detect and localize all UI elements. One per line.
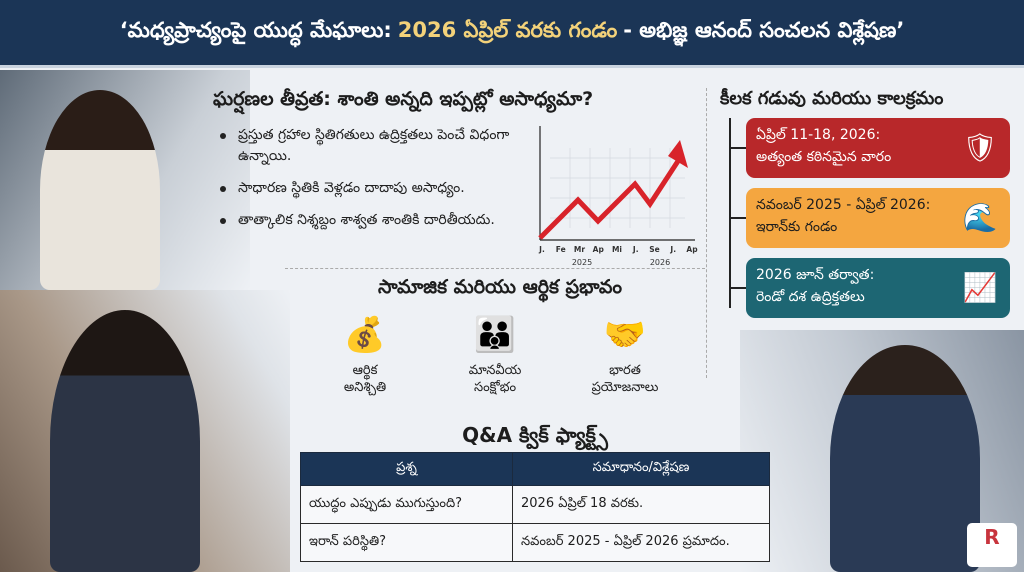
x-tick-label: J. (669, 245, 676, 254)
horizontal-divider (285, 268, 705, 269)
x-tick-label: Ap (593, 245, 605, 254)
impact-title: సామాజిక మరియు ఆర్థిక ప్రభావం (377, 276, 622, 298)
qa-title: Q&A క్విక్ ఫ్యాక్ట్స్ (462, 423, 608, 447)
card-text: ఇరాన్‌కు గండం (756, 219, 838, 235)
table-header-row: ప్రశ్న సమాధానం/విశ్లేషణ (300, 452, 770, 486)
vertical-divider (706, 88, 707, 378)
year-label: 2026 (650, 258, 670, 267)
bullet-item: ప్రస్తుత గ్రహాల స్థితిగతులు ఉద్రిక్తతలు … (218, 125, 538, 167)
year-label: 2025 (572, 258, 592, 267)
impact-label: అనిశ్చితి (343, 380, 387, 395)
answer-cell: 2026 ఏప్రిల్ 18 వరకు. (512, 485, 770, 524)
question-cell: యుద్ధం ఎప్పుడు ముగుస్తుంది? (300, 485, 513, 524)
x-tick-label: J. (538, 245, 545, 254)
impact-label: ప్రయోజనాలు (591, 380, 659, 395)
impact-label: సంక్షోభం (473, 380, 517, 395)
qa-table: ప్రశ్న సమాధానం/విశ్లేషణ యుద్ధం ఎప్పుడు మ… (300, 452, 770, 562)
photo-woman-writing (0, 290, 290, 572)
x-tick-label: J. (632, 245, 639, 254)
falling-coins-icon: 💰 (343, 315, 387, 355)
x-tick-label: Ap (686, 245, 698, 254)
title-part-2: - అభిజ్ఞ ఆనంద్ సంచలన విశ్లేషణ’ (623, 17, 905, 42)
table-row: ఇరాన్ పరిస్థితి? నవంబర్ 2025 - ఏప్రిల్ 2… (300, 523, 770, 562)
trend-chart: J. Fe Mr Ap Mi J. Se J. Ap 2025 2026 (538, 126, 698, 267)
title-highlight: 2026 ఏప్రిల్ వరకు గండం (397, 17, 618, 42)
impact-humanitarian: 👪 మానవీయ సంక్షోభం (440, 308, 550, 396)
trend-arrow-line (538, 156, 683, 240)
impact-label: ఆర్థిక (352, 363, 378, 378)
x-tick-label: Se (649, 245, 660, 254)
wave-icon: 🌊 (962, 201, 998, 234)
bullet-item: తాత్కాలిక నిశ్శబ్దం శాశ్వత శాంతికి దారిత… (218, 210, 538, 231)
card-date: 2026 జూన్ తర్వాత: (756, 267, 875, 283)
card-date: ఏప్రిల్ 11-18, 2026: (756, 127, 881, 143)
answer-cell: నవంబర్ 2025 - ఏప్రిల్ 2026 ప్రమాదం. (512, 523, 770, 562)
india-handshake-icon: 🤝 (603, 315, 647, 355)
photo-woman-at-desk (0, 70, 250, 290)
card-text: అత్యంత కఠినమైన వారం (756, 149, 892, 165)
timeline-card-june: 2026 జూన్ తర్వాత: రెండో దశ ఉద్రిక్తతలు 📈 (730, 258, 1010, 318)
conflict-bullets: ప్రస్తుత గ్రహాల స్థితిగతులు ఉద్రిక్తతలు … (218, 125, 538, 242)
impact-label: మానవీయ (468, 363, 522, 378)
header-title: ‘మధ్యప్రాచ్యంపై యుద్ధ మేఘాలు: 2026 ఏప్రి… (0, 0, 1024, 68)
impact-india: 🤝 భారత ప్రయోజనాలు (570, 308, 680, 396)
ramtha-media-logo: R (967, 523, 1017, 567)
column-header: సమాధానం/విశ్లేషణ (512, 452, 770, 486)
rising-wave-icon: 📈 (962, 271, 998, 304)
timeline-line (729, 118, 731, 308)
cracked-shield-icon: 🛡 (962, 131, 998, 164)
card-text: రెండో దశ ఉద్రిక్తతలు (756, 289, 865, 305)
card-date: నవంబర్ 2025 - ఏప్రిల్ 2026: (756, 197, 931, 213)
timeline-card-april-week: ఏప్రిల్ 11-18, 2026: అత్యంత కఠినమైన వారం… (730, 118, 1010, 178)
bullet-item: సాధారణ స్థితికి వెళ్లడం దాదాపు అసాధ్యం. (218, 178, 538, 199)
impact-label: భారత (609, 363, 641, 378)
impact-economic: 💰 ఆర్థిక అనిశ్చితి (310, 308, 420, 396)
question-cell: ఇరాన్ పరిస్థితి? (300, 523, 513, 562)
x-tick-label: Mr (574, 245, 585, 254)
timeline-card-iran: నవంబర్ 2025 - ఏప్రిల్ 2026: ఇరాన్‌కు గండ… (730, 188, 1010, 248)
conflict-title: ఘర్షణల తీవ్రత: శాంతి అన్నది ఇప్పట్లో అసా… (213, 88, 594, 110)
trend-arrowhead (668, 140, 688, 168)
family-icon: 👪 (473, 315, 517, 355)
x-tick-label: Mi (612, 245, 622, 254)
x-tick-label: Fe (556, 245, 566, 254)
table-row: యుద్ధం ఎప్పుడు ముగుస్తుంది? 2026 ఏప్రిల్… (300, 485, 770, 524)
column-header: ప్రశ్న (300, 452, 513, 486)
title-part-1: ‘మధ్యప్రాచ్యంపై యుద్ధ మేఘాలు: (119, 17, 392, 42)
timeline-title: కీలక గడువు మరియు కాలక్రమం (720, 88, 944, 109)
chart-grid (550, 148, 685, 228)
